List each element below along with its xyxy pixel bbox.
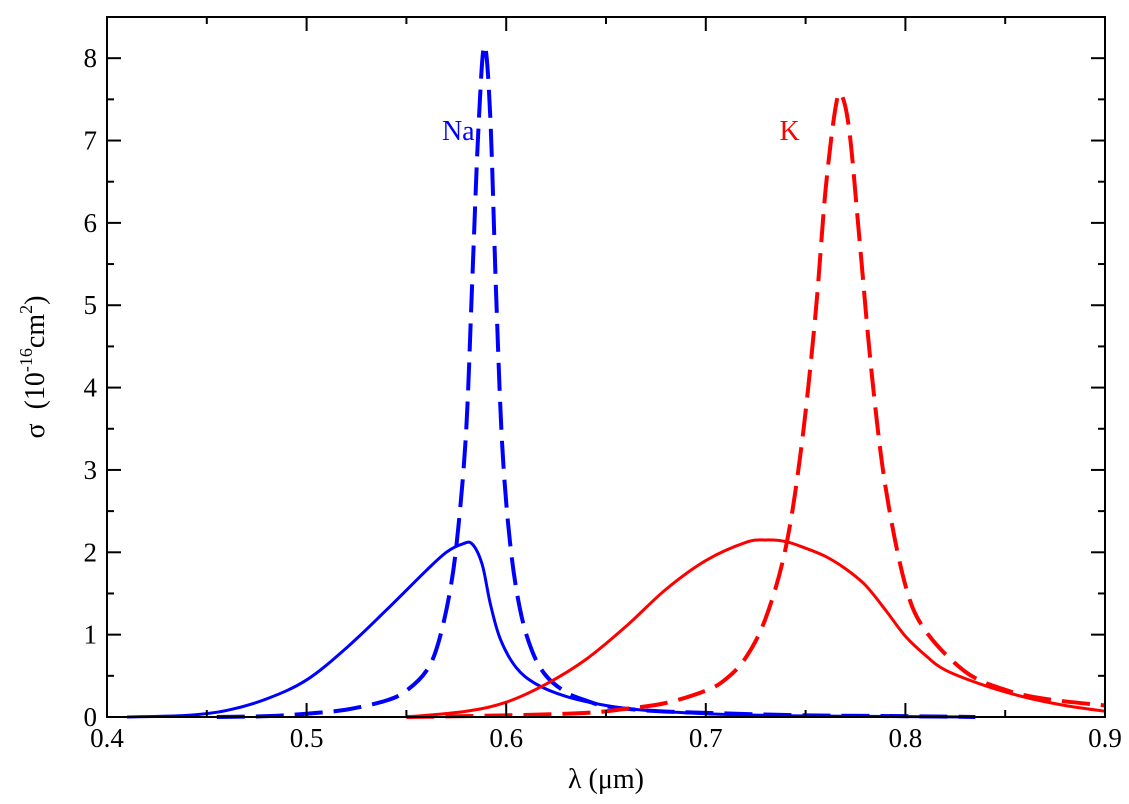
series-line-na-solid: [126, 540, 976, 719]
y-tick-label: 8: [84, 43, 98, 73]
y-tick-label: 2: [84, 537, 98, 567]
tick-labels-layer: 0.4 0.5 0.6 0.7 0.8 0.9 0 1 2 3 4 5 6 7 8: [84, 43, 1122, 753]
y-tick-label: 3: [84, 455, 98, 485]
x-tick-label: 0.6: [489, 723, 523, 753]
annotations-layer: Na K: [442, 116, 800, 147]
x-tick-label: 0.8: [889, 723, 923, 753]
y-tick-label: 5: [84, 290, 98, 320]
x-tick-label: 0.7: [689, 723, 723, 753]
annotation-na: Na: [442, 116, 475, 147]
y-axis-label-unit: cm: [20, 314, 51, 348]
series-line-na-dashed: [216, 43, 976, 719]
y-axis-label-exponent-2: 2: [16, 305, 36, 314]
y-axis-label: σ (10-16cm2): [16, 296, 51, 439]
annotation-k: K: [780, 116, 800, 147]
y-tick-label: 0: [84, 702, 98, 732]
y-axis-label-close: ): [20, 296, 51, 305]
x-tick-label: 0.9: [1088, 723, 1122, 753]
y-tick-label: 7: [84, 126, 98, 156]
series-line-k-dashed: [406, 91, 1106, 719]
x-axis-label: λ (μm): [568, 764, 644, 795]
y-tick-label: 4: [84, 373, 98, 403]
curves-layer: [126, 43, 1106, 719]
y-axis-label-exponent-1: -16: [16, 348, 36, 372]
y-tick-label: 1: [84, 620, 98, 650]
y-axis-label-open: (10: [20, 372, 51, 423]
series-line-k-solid: [406, 538, 1106, 719]
x-tick-label: 0.4: [90, 723, 124, 753]
plot-frame: [106, 16, 1106, 718]
y-axis-label-symbol: σ: [20, 423, 51, 438]
ticks-layer: [106, 16, 1106, 718]
y-tick-label: 6: [84, 208, 98, 238]
x-tick-label: 0.5: [290, 723, 324, 753]
